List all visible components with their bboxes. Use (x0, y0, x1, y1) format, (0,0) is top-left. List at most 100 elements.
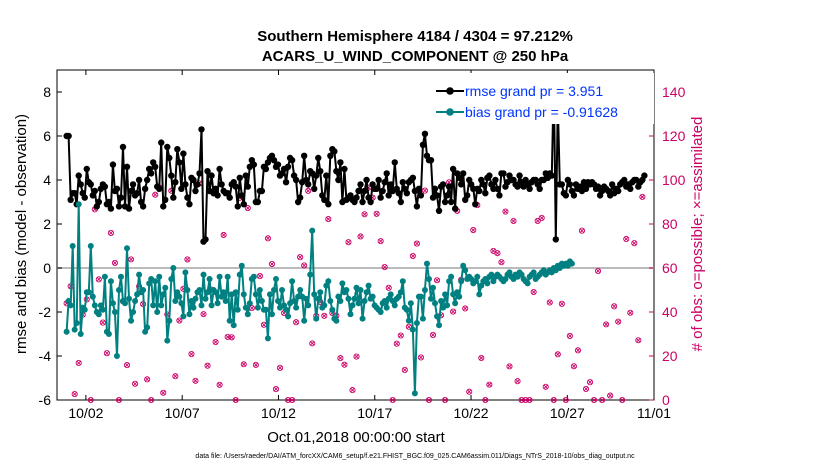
x-tick-label: 10/22 (454, 405, 489, 421)
obs-possible-marker (132, 380, 139, 387)
bias-point (234, 306, 241, 313)
bias-point (311, 291, 318, 298)
obs-possible-marker (127, 256, 135, 263)
rmse-point (373, 185, 380, 192)
obs-possible-marker (599, 396, 606, 404)
rmse-point (464, 192, 471, 199)
obs-assimilated-marker (160, 390, 166, 396)
bias-point (85, 289, 92, 296)
obs-assimilated-marker (261, 322, 267, 328)
obs-assimilated-marker (426, 397, 432, 403)
obs-assimilated-marker (96, 277, 102, 282)
obs-assimilated-marker (128, 257, 134, 262)
bias-point (122, 300, 129, 307)
obs-assimilated-marker (173, 373, 178, 379)
rmse-point (570, 192, 578, 199)
obs-possible-marker (268, 260, 276, 268)
rmse-point (166, 154, 173, 162)
rmse-point (536, 185, 543, 192)
bias-point (325, 278, 332, 285)
obs-assimilated-marker (321, 313, 327, 319)
obs-assimilated-marker (342, 362, 347, 368)
bias-point (87, 243, 94, 249)
obs-possible-marker (232, 396, 239, 404)
rmse-point (129, 181, 137, 188)
bias-point (432, 300, 439, 307)
bias-point (63, 328, 70, 335)
bias-point (89, 293, 96, 300)
bias-point (568, 260, 575, 267)
rmse-point (284, 163, 292, 170)
obs-possible-marker (99, 319, 106, 326)
obs-possible-marker (498, 259, 505, 266)
bias-point (126, 295, 133, 302)
bias-point (309, 227, 316, 234)
obs-assimilated-marker (221, 232, 226, 238)
rmse-point (397, 198, 404, 206)
obs-assimilated-marker (326, 216, 331, 222)
obs-assimilated-marker (362, 211, 367, 217)
y-right-tick-label: 60 (662, 260, 678, 276)
obs-assimilated-marker (470, 227, 476, 233)
rmse-point (415, 185, 423, 192)
obs-possible-marker (554, 351, 561, 358)
rmse-point (562, 192, 570, 199)
obs-possible-marker (228, 334, 235, 341)
bias-point (337, 298, 344, 304)
obs-assimilated-marker (382, 264, 388, 270)
rmse-point (139, 203, 147, 210)
obs-possible-marker (393, 340, 400, 347)
bias-point (184, 287, 191, 293)
obs-possible-marker (345, 239, 352, 246)
obs-assimilated-marker (273, 386, 279, 392)
obs-possible-marker (148, 396, 155, 404)
y-left-tick-label: -6 (39, 392, 52, 408)
obs-assimilated-marker (503, 209, 508, 214)
obs-assimilated-marker (571, 363, 577, 369)
obs-possible-marker (204, 362, 211, 369)
obs-assimilated-marker (607, 393, 613, 398)
bias-point (270, 287, 277, 293)
obs-assimilated-marker (201, 311, 206, 317)
y-right-tick-label: 120 (662, 128, 686, 144)
legend-bias-marker (446, 108, 454, 116)
obs-possible-marker (144, 376, 151, 383)
obs-possible-marker (115, 396, 123, 404)
bias-point (180, 313, 187, 320)
obs-assimilated-marker (499, 259, 504, 265)
obs-assimilated-marker (152, 192, 158, 198)
bias-point (456, 293, 463, 300)
y-left-tick-label: 8 (43, 84, 51, 100)
y-right-tick-label: 80 (662, 216, 678, 232)
legend-rmse-marker (446, 87, 454, 95)
bias-point (71, 326, 78, 333)
obs-assimilated-marker (241, 361, 247, 367)
rmse-point (494, 185, 501, 192)
bias-point (258, 298, 265, 304)
obs-possible-marker (542, 383, 549, 390)
chart-title-line2: ACARS_U_WIND_COMPONENT @ 250 hPa (262, 48, 569, 65)
obs-assimilated-marker (301, 263, 307, 268)
rmse-point (427, 157, 435, 164)
obs-possible-marker (566, 332, 573, 339)
rmse-point (127, 187, 135, 195)
obs-possible-marker (514, 378, 521, 385)
obs-assimilated-marker (213, 339, 218, 345)
bias-point (246, 300, 253, 307)
rmse-point (178, 185, 185, 192)
obs-possible-marker (558, 300, 565, 307)
obs-possible-marker (75, 359, 82, 367)
bias-point (272, 276, 279, 282)
bias-point (442, 291, 449, 298)
bias-point (166, 317, 173, 324)
bias-point (254, 304, 261, 311)
rmse-point (105, 198, 113, 206)
y-left-tick-label: 0 (43, 260, 51, 276)
obs-assimilated-marker (144, 377, 150, 382)
rmse-point (123, 163, 131, 170)
bias-point (186, 311, 193, 318)
bias-point (327, 298, 334, 304)
rmse-point (441, 198, 449, 206)
bias-point (476, 291, 483, 298)
obs-possible-marker (619, 396, 626, 404)
